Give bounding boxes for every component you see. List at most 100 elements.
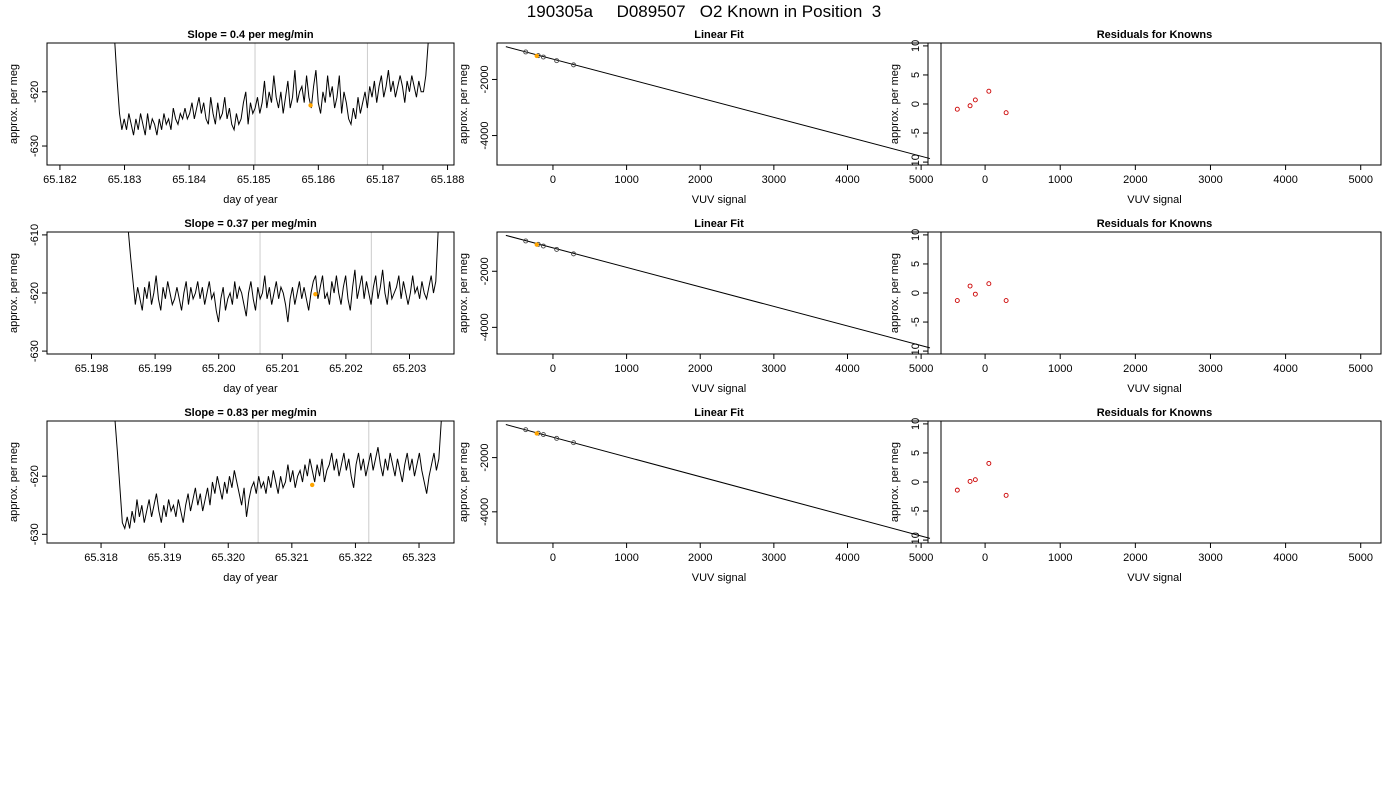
chart-9-plot-area [954, 460, 1009, 498]
chart-3-xtick-label-1: 0 [982, 174, 988, 186]
chart-7-plot-area [114, 421, 442, 543]
chart-3-title: Residuals for Knowns [1097, 29, 1213, 41]
chart-9-xtick-label-6: 5000 [1348, 552, 1372, 564]
chart-5-ytick-label-1: -4000 [479, 313, 491, 341]
chart-5-point-3 [540, 243, 546, 249]
chart-8-xlabel: VUV signal [692, 572, 746, 584]
chart-7-frame [46, 420, 455, 544]
chart-6-panel: Residuals for Knowns 0 1000 2000 3000 4000 500… [889, 218, 1382, 395]
chart-8-frame [496, 420, 942, 544]
chart-5-frame [496, 231, 942, 355]
chart-5-xtick-label-6: 5000 [909, 363, 933, 375]
chart-9-point-3 [972, 477, 978, 483]
chart-6-ytick-label-3: 0 [910, 290, 922, 296]
chart-9-xtick-label-1: 0 [982, 552, 988, 564]
chart-9-title: Residuals for Knowns [1097, 407, 1213, 419]
chart-6-xtick-label-1: 0 [982, 363, 988, 375]
chart-2-xtick-label-5: 4000 [835, 174, 859, 186]
chart-7-title: Slope = 0.83 per meg/min [184, 407, 317, 419]
chart-3-xlabel: VUV signal [1127, 194, 1181, 206]
chart-1-xtick-label-1: 65.182 [43, 174, 77, 186]
chart-9-ytick-label-2: -5 [910, 506, 922, 516]
chart-2-ytick-label-1: -4000 [479, 121, 491, 149]
chart-9-panel: Residuals for Knowns 0 1000 2000 3000 4000 500… [889, 407, 1382, 584]
chart-3-ytick-label-3: 0 [910, 101, 922, 107]
chart-6-xtick-label-2: 1000 [1048, 363, 1072, 375]
chart-7-xtick-label-1: 65.318 [84, 552, 118, 564]
chart-1-xtick-label-6: 65.187 [366, 174, 400, 186]
chart-4-ytick-label-1: -630 [29, 340, 41, 362]
chart-8-marker [534, 431, 539, 436]
chart-8-point-1 [523, 427, 529, 433]
chart-6-point-1 [954, 298, 960, 304]
chart-2-xtick-label-1: 0 [550, 174, 556, 186]
chart-2-panel: Linear Fit 0 1000 2000 3000 4000 5000 -4000 -200… [458, 29, 942, 206]
chart-4-ytick-label-3: -610 [29, 224, 41, 246]
chart-7-ytick-label-2: -620 [29, 465, 41, 487]
chart-6-xtick-label-4: 3000 [1198, 363, 1222, 375]
chart-4-xtick-label-2: 65.199 [138, 363, 172, 375]
chart-2-xtick-label-3: 2000 [688, 174, 712, 186]
chart-6-ytick-label-2: -5 [910, 317, 922, 327]
chart-5-xtick-label-1: 0 [550, 363, 556, 375]
chart-3-point-3 [972, 97, 978, 103]
chart-8-panel: Linear Fit 0 1000 2000 3000 4000 5000 -4000 -200… [458, 407, 942, 584]
chart-7-ylabel: approx. per meg [8, 442, 20, 522]
chart-7-xtick-label-3: 65.320 [211, 552, 245, 564]
chart-3-xtick-label-3: 2000 [1123, 174, 1147, 186]
chart-1-panel: Slope = 0.4 per meg/min 65.182 65.183 65.18… [8, 29, 464, 206]
chart-5-xtick-label-2: 1000 [614, 363, 638, 375]
chart-4-plot-area [127, 232, 439, 354]
chart-5-xtick-label-4: 3000 [762, 363, 786, 375]
chart-7-series-line-1 [114, 421, 442, 531]
chart-6-ytick-label-5: 10 [910, 229, 922, 241]
chart-4-title: Slope = 0.37 per meg/min [184, 218, 317, 230]
chart-2-ylabel: approx. per meg [458, 64, 470, 144]
chart-1-series-line-1 [114, 43, 429, 136]
chart-3-ytick-label-2: -5 [910, 128, 922, 138]
chart-3-panel: Residuals for Knowns 0 1000 2000 3000 4000 500… [889, 29, 1382, 206]
chart-2-xtick-label-2: 1000 [614, 174, 638, 186]
chart-5-ylabel: approx. per meg [458, 253, 470, 333]
chart-3-xtick-label-2: 1000 [1048, 174, 1072, 186]
chart-9-xtick-label-5: 4000 [1273, 552, 1297, 564]
chart-3-xtick-label-4: 3000 [1198, 174, 1222, 186]
chart-2-plot-area [505, 46, 931, 160]
chart-7-xtick-label-6: 65.323 [402, 552, 436, 564]
chart-7-ytick-label-1: -630 [29, 523, 41, 545]
chart-5-point-5 [571, 251, 577, 257]
chart-8-xtick-label-4: 3000 [762, 552, 786, 564]
chart-4-xtick-label-4: 65.201 [265, 363, 299, 375]
chart-7-panel: Slope = 0.83 per meg/min 65.318 65.319 65.3… [8, 407, 455, 584]
chart-8-point-4 [554, 435, 560, 441]
chart-5-panel: Linear Fit 0 1000 2000 3000 4000 5000 -4000 -200… [458, 218, 942, 395]
chart-8-xtick-label-2: 1000 [614, 552, 638, 564]
chart-1-marker [308, 103, 313, 108]
chart-3-xtick-label-5: 4000 [1273, 174, 1297, 186]
chart-2-frame [496, 42, 942, 166]
chart-8-xtick-label-1: 0 [550, 552, 556, 564]
chart-1-xtick-label-7: 65.188 [431, 174, 465, 186]
panel-grid: Slope = 0.4 per meg/min 65.182 65.183 65.18… [8, 29, 1382, 584]
chart-3-ytick-label-1: -10 [910, 154, 922, 170]
chart-8-xtick-label-6: 5000 [909, 552, 933, 564]
chart-9-point-1 [954, 487, 960, 493]
chart-1-ytick-label-1: -630 [29, 135, 41, 157]
chart-3-ytick-label-4: 5 [910, 72, 922, 78]
chart-5-xlabel: VUV signal [692, 383, 746, 395]
chart-2-marker [534, 53, 539, 59]
chart-9-ytick-label-4: 5 [910, 450, 922, 456]
chart-9-ytick-label-3: 0 [910, 479, 922, 485]
chart-8-point-3 [540, 432, 546, 438]
chart-7-xtick-label-5: 65.322 [339, 552, 373, 564]
chart-5-point-4 [554, 246, 560, 252]
chart-4-marker [313, 291, 318, 297]
chart-4-ytick-label-2: -620 [29, 282, 41, 304]
chart-2-point-3 [540, 54, 546, 60]
chart-3-point-2 [967, 103, 973, 109]
figure-title: 190305a D089507 O2 Known in Position 3 [527, 2, 881, 21]
chart-5-xtick-label-5: 4000 [835, 363, 859, 375]
chart-1-xtick-label-5: 65.186 [302, 174, 336, 186]
chart-6-xlabel: VUV signal [1127, 383, 1181, 395]
